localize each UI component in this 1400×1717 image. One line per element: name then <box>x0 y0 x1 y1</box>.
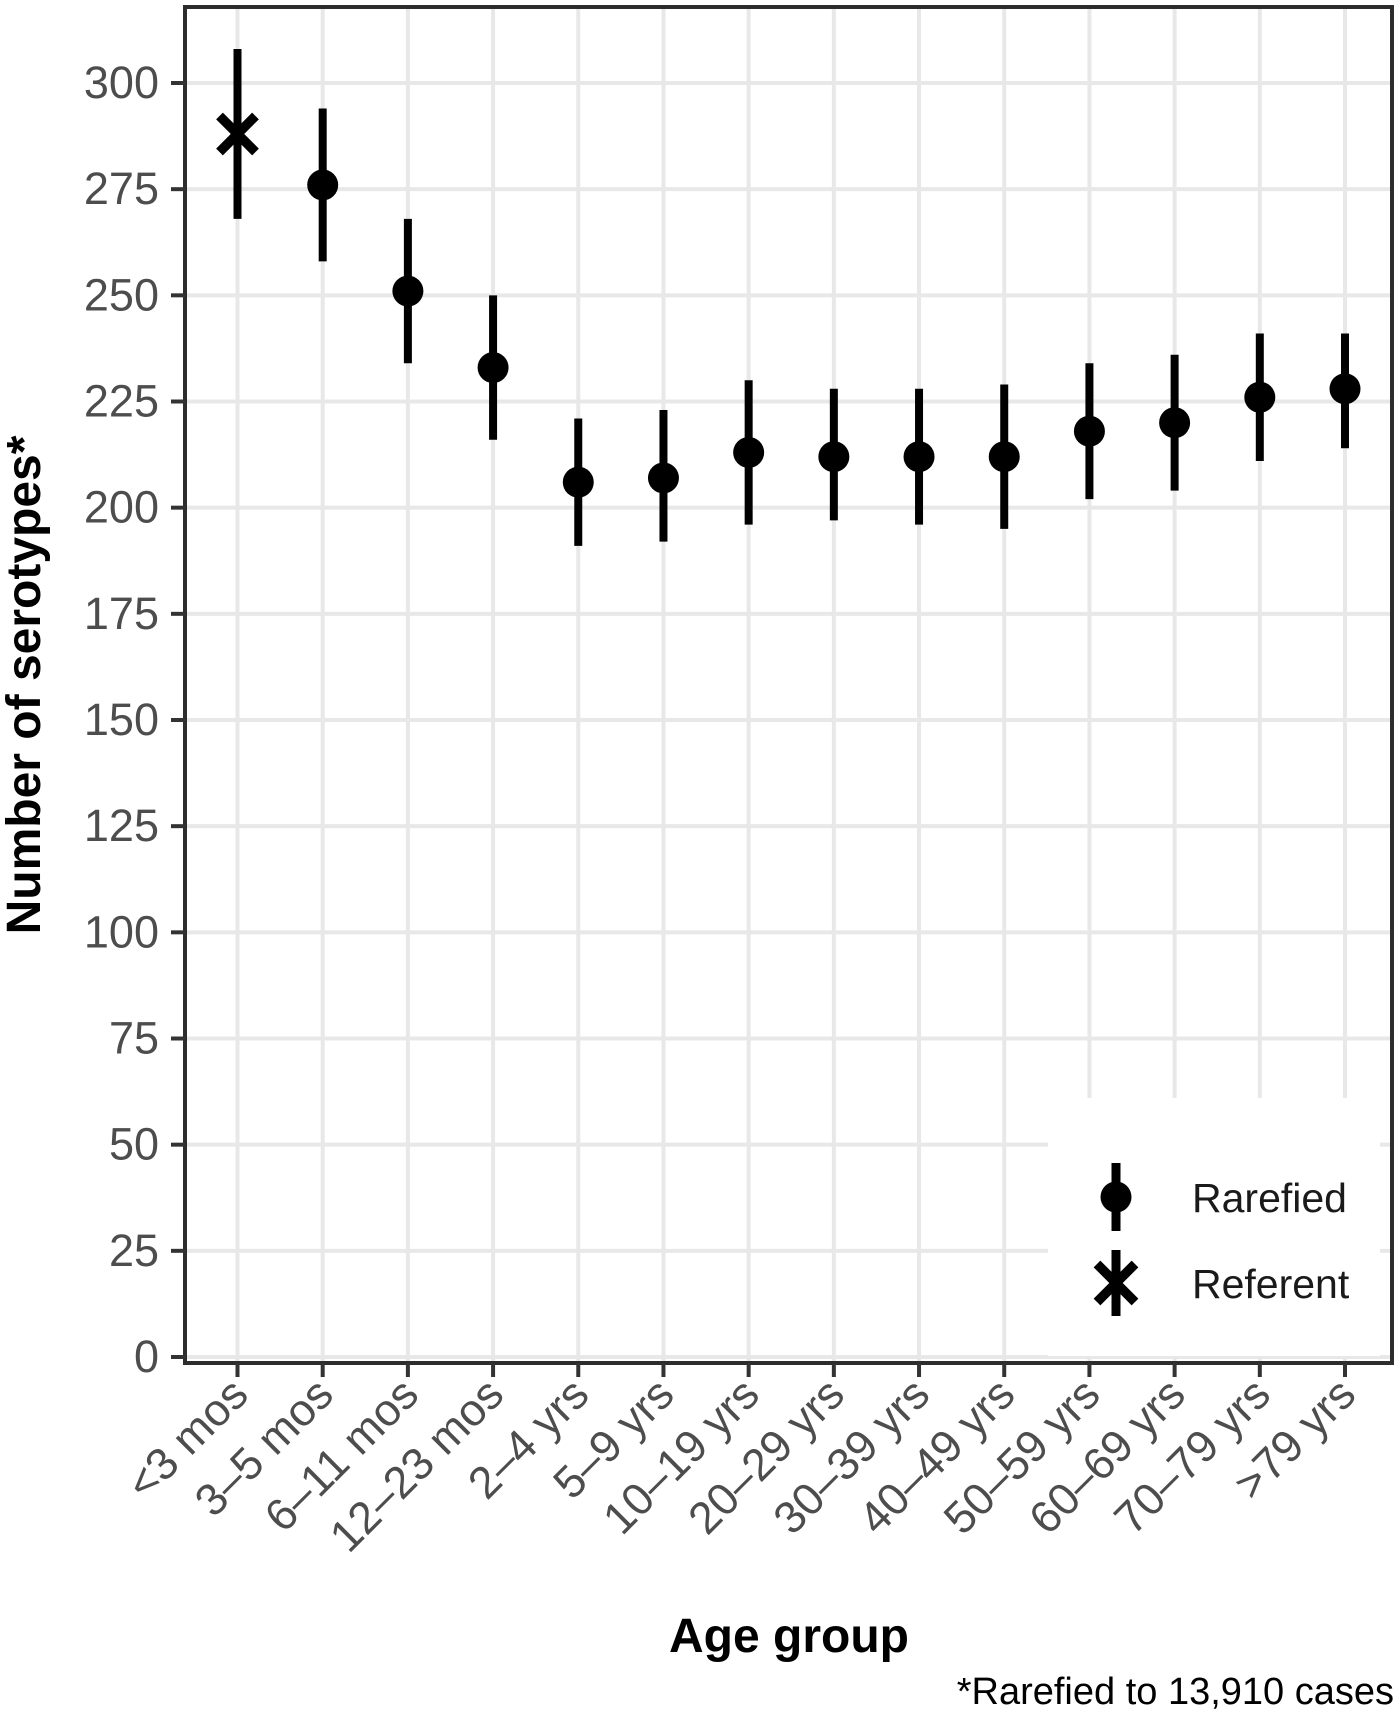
legend-referent-x-icon <box>1093 1260 1139 1306</box>
data-point <box>988 441 1020 473</box>
y-tick-label: 50 <box>109 1119 159 1170</box>
y-tick-label: 0 <box>134 1331 159 1382</box>
y-tick-label: 300 <box>84 57 159 108</box>
y-tick-label: 100 <box>84 906 159 957</box>
y-tick-label: 150 <box>84 694 159 745</box>
legend: Rarefied Referent <box>1048 1098 1380 1356</box>
legend-item-referent: Referent <box>1093 1250 1350 1316</box>
footnote: *Rarefied to 13,910 cases <box>957 1671 1394 1713</box>
data-series <box>216 49 1361 546</box>
y-tick-label: 200 <box>84 482 159 533</box>
data-point <box>307 169 339 201</box>
referent-x-marker <box>216 112 259 156</box>
data-point <box>1244 381 1276 413</box>
legend-rarefied-label: Rarefied <box>1192 1175 1347 1221</box>
data-point <box>903 441 935 473</box>
data-point <box>647 462 679 494</box>
data-point <box>1329 373 1361 405</box>
y-axis-title: Number of serotypes* <box>0 435 51 934</box>
data-point <box>733 436 765 468</box>
y-tick-label: 125 <box>84 800 159 851</box>
data-point <box>1159 407 1191 439</box>
x-axis-title: Age group <box>669 1610 909 1663</box>
y-tick-label: 25 <box>109 1225 159 1276</box>
legend-rarefied-circle-icon <box>1100 1181 1132 1213</box>
y-tick-label: 175 <box>84 588 159 639</box>
plot-border <box>183 5 1394 1365</box>
legend-referent-label: Referent <box>1192 1261 1350 1307</box>
y-tick-label: 75 <box>109 1013 159 1064</box>
data-point <box>1073 415 1105 447</box>
data-point <box>392 275 424 307</box>
legend-item-rarefied: Rarefied <box>1100 1163 1347 1231</box>
data-point <box>818 441 850 473</box>
data-point <box>477 352 509 384</box>
y-tick-label: 225 <box>84 376 159 427</box>
y-tick-label: 250 <box>84 269 159 320</box>
gridlines <box>185 7 1392 1363</box>
y-tick-label: 275 <box>84 163 159 214</box>
legend-box <box>1048 1098 1380 1356</box>
data-point <box>562 466 594 498</box>
